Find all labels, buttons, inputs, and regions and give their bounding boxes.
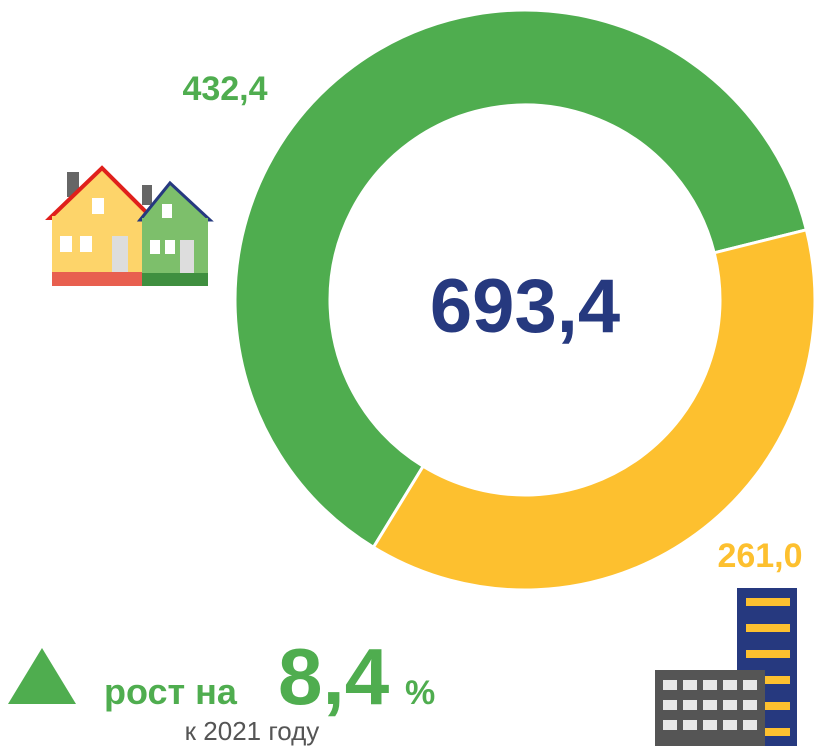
building-icon [655, 588, 797, 746]
donut-slice [233, 8, 809, 550]
growth-unit: % [405, 674, 435, 712]
value-label: 261,0 [717, 537, 802, 575]
growth-note: к 2021 году [185, 716, 320, 746]
growth-arrow [8, 648, 76, 704]
donut [233, 8, 817, 592]
growth-prefix: рост на [104, 671, 238, 712]
growth-value: 8,4 [278, 632, 390, 721]
donut-slice [371, 227, 817, 592]
value-label: 432,4 [182, 70, 267, 108]
house-icon [45, 165, 214, 286]
center-total: 693,4 [430, 264, 620, 349]
